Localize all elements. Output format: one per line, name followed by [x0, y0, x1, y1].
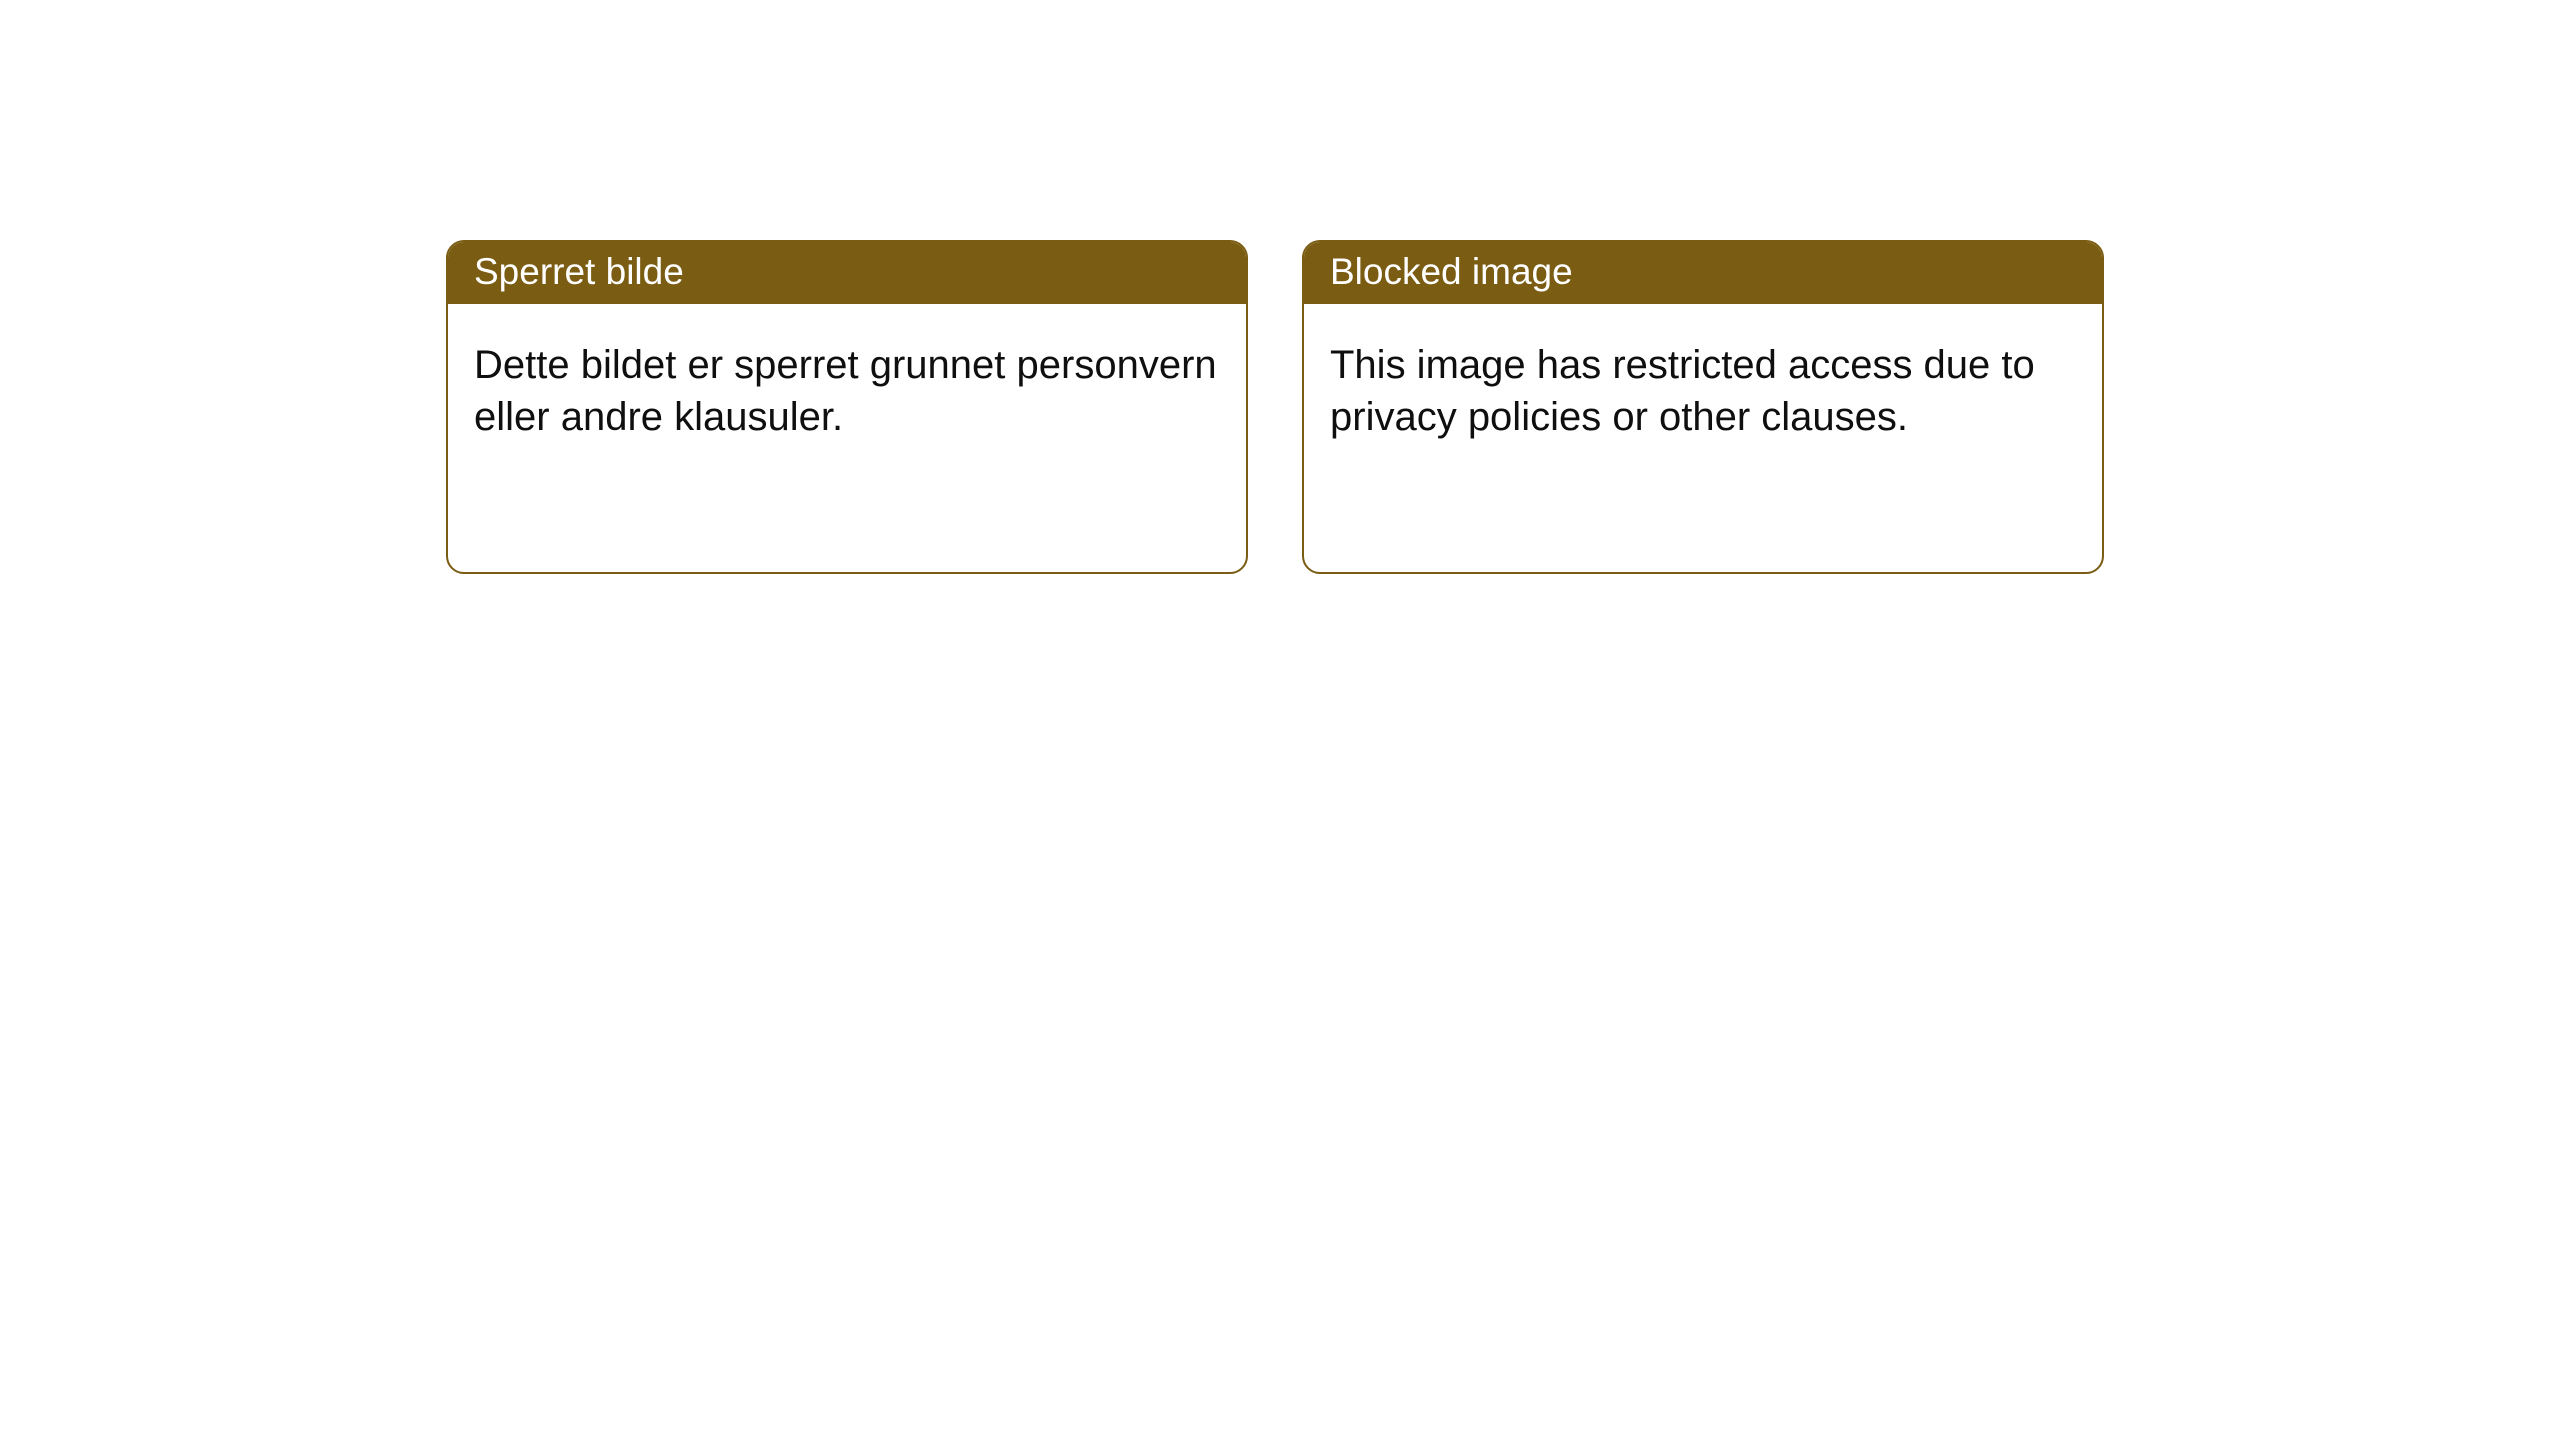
- notice-card-no: Sperret bilde Dette bildet er sperret gr…: [446, 240, 1248, 574]
- notice-container: Sperret bilde Dette bildet er sperret gr…: [0, 0, 2560, 574]
- notice-card-en: Blocked image This image has restricted …: [1302, 240, 2104, 574]
- notice-header-en: Blocked image: [1304, 242, 2102, 304]
- notice-body-no: Dette bildet er sperret grunnet personve…: [448, 304, 1246, 468]
- notice-body-en: This image has restricted access due to …: [1304, 304, 2102, 468]
- notice-header-no: Sperret bilde: [448, 242, 1246, 304]
